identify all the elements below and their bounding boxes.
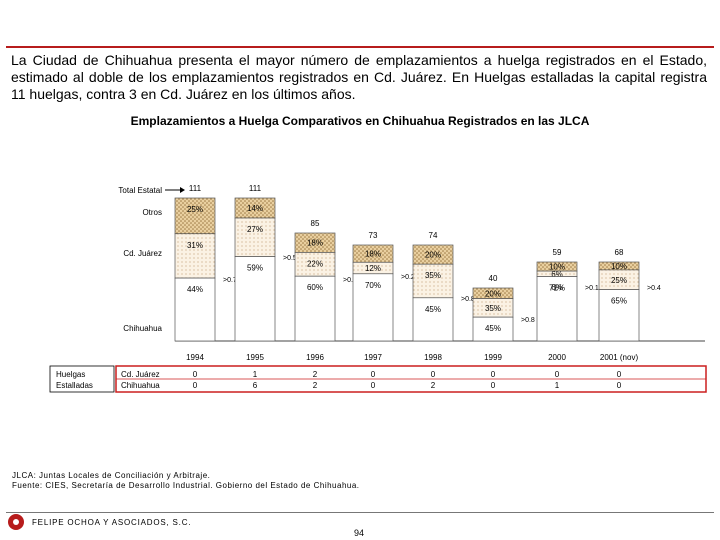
- data-label-cd-ju-rez-2001: 25%: [611, 276, 627, 285]
- source-line-2: Fuente: CIES, Secretaría de Desarrollo I…: [12, 481, 360, 490]
- bar-chihuahua-1999: [472, 316, 514, 342]
- bar-cd-ju-rez-1994: [174, 233, 216, 279]
- data-label-otros-1997: 18%: [365, 250, 381, 259]
- bar-cd-ju-rez-1998: [412, 263, 454, 299]
- bar-chihuahua-1998: [412, 297, 454, 342]
- total-label-1999: 40: [489, 274, 498, 283]
- strikes-cell-1-7: 0: [617, 381, 622, 390]
- row-label-juarez: Cd. Juárez: [123, 249, 162, 258]
- change-label-1999: >0.8: [521, 317, 535, 324]
- page-number: 94: [354, 528, 365, 538]
- strikes-row-label-0: Cd. Juárez: [121, 370, 160, 379]
- bar-chihuahua-1997: [352, 273, 394, 342]
- strike-chart: Total Estatal Otros Cd. Juárez Chihuahua 25%…: [49, 184, 707, 393]
- strikes-cell-0-5: 0: [491, 370, 496, 379]
- source-note: JLCA: Juntas Locales de Conciliación y A…: [12, 471, 360, 491]
- strikes-cell-1-2: 2: [313, 381, 318, 390]
- strikes-cell-1-6: 1: [555, 381, 560, 390]
- data-label-cd-ju-rez-1997: 12%: [365, 264, 381, 273]
- strikes-row-label-1: Chihuahua: [121, 381, 160, 390]
- bar-otros-1994: [174, 197, 216, 235]
- change-label-1996: >0.4: [343, 277, 357, 284]
- company-name: FELIPE OCHOA Y ASOCIADOS, S.C.: [32, 518, 192, 527]
- top-rule: [6, 46, 714, 48]
- intro-paragraph: La Ciudad de Chihuahua presenta el mayor…: [11, 52, 707, 102]
- strikes-cell-0-7: 0: [617, 370, 622, 379]
- strikes-cell-0-4: 0: [431, 370, 436, 379]
- footer-rule: [6, 512, 714, 513]
- strikes-cell-0-0: 0: [193, 370, 198, 379]
- data-label-otros-1998: 20%: [425, 251, 441, 260]
- chart-title: Emplazamientos a Huelga Comparativos en …: [130, 114, 590, 128]
- total-label-1998: 74: [429, 231, 438, 240]
- data-label-otros-1996: 18%: [307, 239, 323, 248]
- data-label-chihuahua-1998: 45%: [425, 305, 441, 314]
- strikes-cell-1-3: 0: [371, 381, 376, 390]
- strikes-cell-0-2: 2: [313, 370, 318, 379]
- data-label-cd-ju-rez-1999: 35%: [485, 304, 501, 313]
- total-label-1995: 111: [249, 184, 262, 193]
- data-label-chihuahua-1994: 44%: [187, 285, 203, 294]
- x-tick-1995: 1995: [246, 353, 264, 362]
- strikes-header-box: [49, 365, 115, 393]
- data-label-otros-1999: 20%: [485, 289, 501, 298]
- data-label-chihuahua-1999: 45%: [485, 324, 501, 333]
- data-label-extra-2000: 6%: [551, 283, 563, 292]
- x-tick-2000: 2000: [548, 353, 566, 362]
- bar-chihuahua-2001: [598, 289, 640, 342]
- change-label-2000: >0.1: [585, 285, 599, 292]
- bar-chihuahua-2000: [536, 276, 578, 342]
- data-label-chihuahua-1997: 70%: [365, 281, 381, 290]
- strikes-cell-0-6: 0: [555, 370, 560, 379]
- x-tick-1997: 1997: [364, 353, 382, 362]
- x-tick-1998: 1998: [424, 353, 442, 362]
- change-label-1995: >0.5: [283, 255, 297, 262]
- x-tick-1994: 1994: [186, 353, 204, 362]
- data-label-cd-ju-rez-1995: 27%: [247, 225, 263, 234]
- total-label-2001: 68: [615, 248, 624, 257]
- data-label-otros-1995: 14%: [247, 204, 263, 213]
- company-logo-icon: [8, 514, 24, 530]
- data-label-cd-ju-rez-1998: 35%: [425, 271, 441, 280]
- row-label-total: Total Estatal: [118, 186, 162, 195]
- total-label-1996: 85: [311, 219, 320, 228]
- strikes-header-line-2: Estalladas: [56, 381, 93, 390]
- strikes-cell-0-1: 1: [253, 370, 258, 379]
- strikes-cell-1-1: 6: [253, 381, 258, 390]
- data-label-cd-ju-rez-1994: 31%: [187, 241, 203, 250]
- total-label-2000: 59: [553, 248, 562, 257]
- bar-cd-ju-rez-1995: [234, 217, 276, 257]
- x-tick-1999: 1999: [484, 353, 502, 362]
- bar-chihuahua-1995: [234, 256, 276, 342]
- change-label-1994: >0.7: [223, 277, 237, 284]
- source-line-1: JLCA: Juntas Locales de Conciliación y A…: [12, 471, 211, 480]
- data-label-cd-ju-rez-2000: 6%: [551, 270, 563, 279]
- data-label-cd-ju-rez-1996: 22%: [307, 259, 323, 268]
- change-label-1998: >0.8: [461, 296, 475, 303]
- change-label-2001: >0.4: [647, 285, 661, 292]
- row-label-otros: Otros: [142, 208, 162, 217]
- bar-chihuahua-1994: [174, 277, 216, 342]
- strikes-cell-1-0: 0: [193, 381, 198, 390]
- data-label-otros-1994: 25%: [187, 205, 203, 214]
- strikes-header-line-1: Huelgas: [56, 370, 85, 379]
- change-label-1997: >0.2: [401, 274, 415, 281]
- total-label-1994: 111: [189, 184, 202, 193]
- strikes-cell-0-3: 0: [371, 370, 376, 379]
- data-label-chihuahua-2000: 71%: [549, 284, 565, 293]
- data-label-chihuahua-1996: 60%: [307, 283, 323, 292]
- strikes-cell-1-5: 0: [491, 381, 496, 390]
- strikes-cell-1-4: 2: [431, 381, 436, 390]
- bar-chihuahua-1996: [294, 275, 336, 342]
- x-tick-2001: 2001 (nov): [600, 353, 639, 362]
- row-label-chihuahua: Chihuahua: [123, 324, 162, 333]
- total-label-1997: 73: [369, 231, 378, 240]
- data-label-otros-2000: 10%: [549, 263, 565, 272]
- data-label-otros-2001: 10%: [611, 262, 627, 271]
- data-label-chihuahua-1995: 59%: [247, 264, 263, 273]
- data-label-chihuahua-2001: 65%: [611, 297, 627, 306]
- total-arrow-head: [180, 187, 185, 193]
- x-tick-1996: 1996: [306, 353, 324, 362]
